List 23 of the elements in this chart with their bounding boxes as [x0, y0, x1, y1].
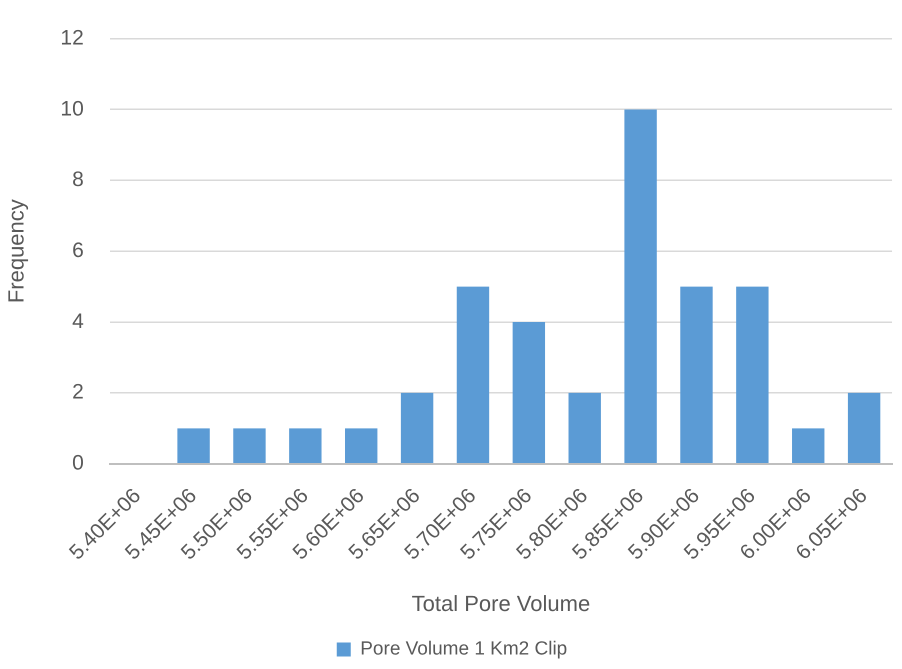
y-tick-label: 12 — [60, 26, 84, 50]
y-tick-label: 6 — [72, 238, 84, 262]
bar — [848, 392, 880, 464]
legend-label: Pore Volume 1 Km2 Clip — [360, 638, 568, 660]
bar — [233, 428, 266, 464]
y-tick-label: 10 — [60, 97, 84, 120]
y-tick-label: 4 — [72, 310, 84, 333]
bar — [792, 428, 824, 464]
x-axis-title: Total Pore Volume — [412, 590, 590, 616]
bar — [177, 428, 210, 464]
bar — [400, 392, 434, 464]
y-axis-title: Frequency — [3, 199, 28, 304]
bar — [512, 322, 546, 464]
bar — [456, 286, 490, 464]
bar — [568, 392, 601, 464]
bar — [624, 109, 657, 464]
bar — [680, 286, 713, 464]
y-tick-label: 0 — [72, 452, 84, 475]
bar — [345, 428, 378, 464]
bar — [736, 286, 769, 464]
y-tick-label: 2 — [72, 380, 84, 404]
bar — [289, 428, 322, 464]
y-tick-label: 8 — [72, 168, 84, 192]
